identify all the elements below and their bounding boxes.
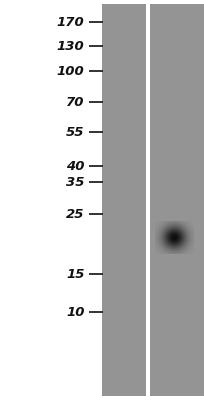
Text: 170: 170 [57,16,85,28]
Text: 15: 15 [66,268,85,280]
Text: 10: 10 [66,306,85,318]
Text: 40: 40 [66,160,85,172]
Text: 130: 130 [57,40,85,52]
Text: 100: 100 [57,65,85,78]
Text: 35: 35 [66,176,85,188]
Text: 70: 70 [66,96,85,108]
Bar [146,4,150,396]
Bar [102,4,146,396]
Text: 55: 55 [66,126,85,138]
Bar [150,4,204,396]
Text: 25: 25 [66,208,85,220]
